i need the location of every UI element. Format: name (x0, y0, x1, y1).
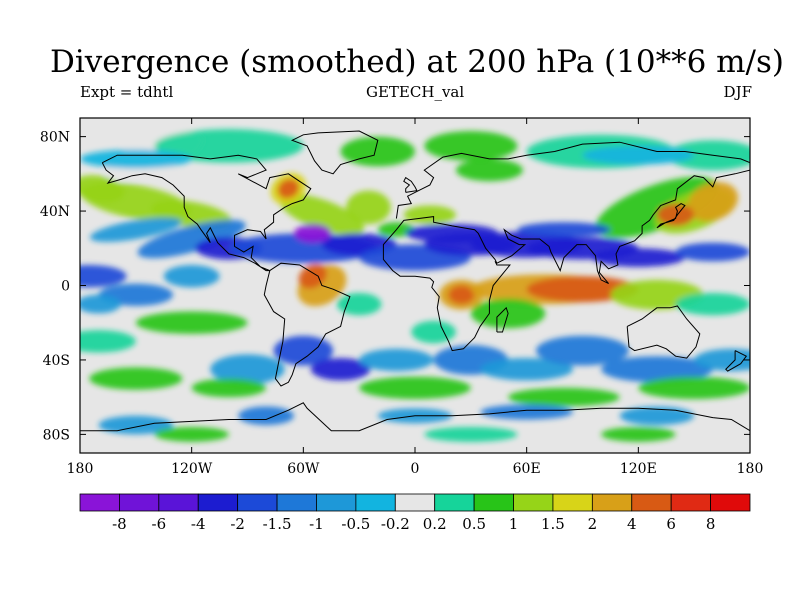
coastline-segment (263, 262, 351, 387)
coastlines (80, 130, 750, 432)
colorbar-swatch (513, 493, 554, 512)
colorbar-label: 2 (588, 515, 598, 533)
y-tick-label: 80S (43, 427, 70, 443)
y-tick-label: 40N (40, 204, 70, 220)
coastline-segment (80, 402, 750, 432)
plot-title: Divergence (smoothed) at 200 hPa (10**6 … (50, 44, 784, 80)
colorbar-swatch (710, 493, 751, 512)
colorbar-swatch (355, 493, 396, 512)
coastline-segment (656, 203, 686, 229)
colorbar-label: -2 (230, 515, 245, 533)
colorbar-swatch (316, 493, 357, 512)
colorbar-label: -1.5 (263, 515, 292, 533)
x-tick-label: 180 (737, 461, 764, 477)
colorbar-label: 1.5 (541, 515, 565, 533)
x-tick-label: 60E (513, 461, 541, 477)
latitude-axis: 80N 40N 0 40S 80S (40, 130, 750, 443)
colorbar-swatch (552, 493, 593, 512)
longitude-axis: 180 120W 60W 0 60E 120E 180 (67, 118, 764, 477)
colorbar-label: -8 (112, 515, 127, 533)
y-tick-label: 80N (40, 130, 70, 146)
colorbar-label: -4 (191, 515, 206, 533)
colorbar-swatch (237, 493, 278, 512)
colorbar-label: -0.2 (381, 515, 410, 533)
colorbar-swatch (434, 493, 475, 512)
coastline-segment (101, 154, 312, 272)
y-tick-label: 0 (61, 279, 70, 295)
coastline-segment (382, 169, 750, 352)
x-tick-label: 60W (287, 461, 320, 477)
coastline-segment (290, 130, 379, 175)
experiment-label: Expt = tdhtl (80, 83, 174, 101)
colorbar-swatch (631, 493, 672, 512)
colorbar-swatch (119, 493, 160, 512)
x-tick-label: 120E (620, 461, 657, 477)
x-tick-label: 0 (411, 461, 420, 477)
colorbar-label: 1 (509, 515, 519, 533)
colorbar-swatch (394, 493, 436, 512)
colorbar-swatch (473, 493, 514, 512)
season-label: DJF (723, 83, 752, 101)
colorbar-label: 6 (666, 515, 676, 533)
colorbar-label: 0.2 (423, 515, 447, 533)
colorbar-label: -0.5 (341, 515, 370, 533)
x-tick-label: 120W (171, 461, 213, 477)
colorbar-swatch (276, 493, 317, 512)
colorbar-label: -6 (152, 515, 167, 533)
colorbar-swatch (197, 493, 239, 512)
colorbar-swatch (670, 493, 711, 512)
colorbar-swatch (79, 493, 120, 512)
coastline-segment (395, 141, 750, 219)
coastline-segment (725, 350, 748, 372)
coastline-segment (496, 306, 509, 333)
colorbar-label: -1 (309, 515, 324, 533)
colorbar: -8 -6 -4 -2 -1.5 -1 -0.5 -0.2 0.2 0.5 1 1.5 2 4 6 8 (79, 493, 751, 533)
dataset-label: GETECH_val (366, 83, 465, 101)
colorbar-label: 8 (706, 515, 716, 533)
colorbar-swatch (158, 493, 199, 512)
x-tick-label: 180 (67, 461, 94, 477)
coastline-segment (626, 305, 701, 359)
colorbar-label: 4 (627, 515, 637, 533)
colorbar-swatch (591, 493, 633, 512)
coastline-segment (403, 176, 418, 193)
y-tick-label: 40S (43, 353, 70, 369)
colorbar-label: 0.5 (462, 515, 486, 533)
